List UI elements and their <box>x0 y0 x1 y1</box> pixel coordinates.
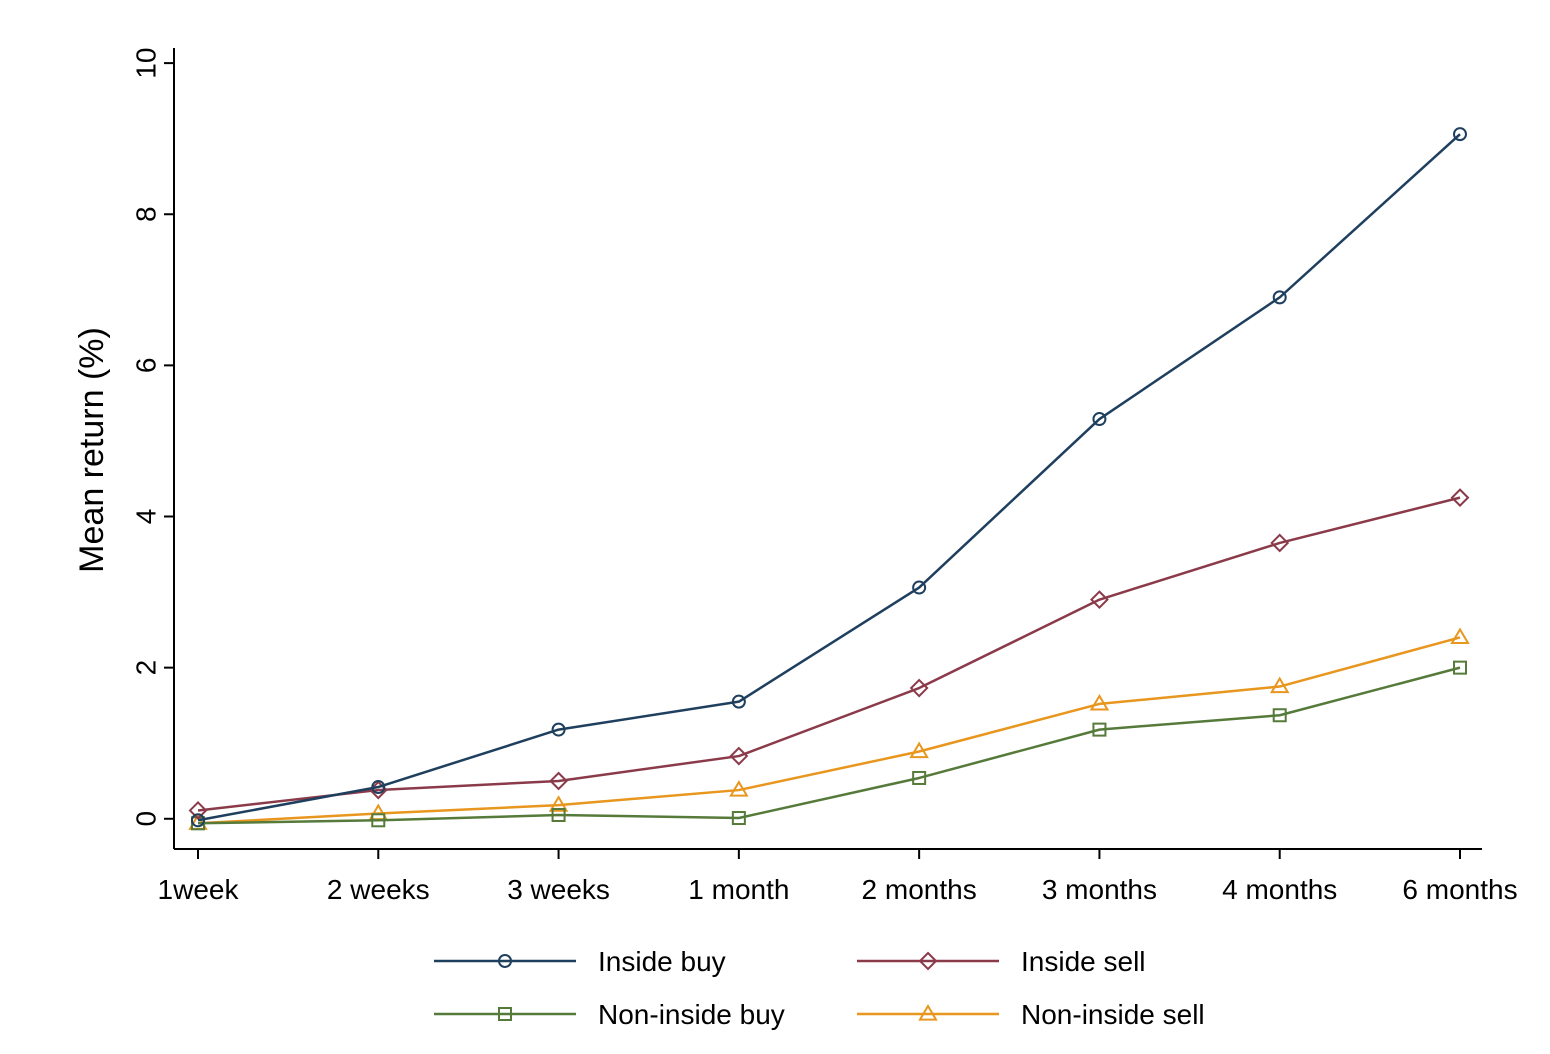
data-point-marker <box>1272 708 1287 723</box>
data-point-marker <box>1269 676 1290 694</box>
x-tick-label: 3 weeks <box>507 874 610 905</box>
series-line <box>197 133 1461 822</box>
y-tick-label: 4 <box>131 509 162 525</box>
data-point-marker <box>548 795 569 812</box>
series-line <box>197 636 1461 825</box>
data-point-marker <box>731 694 746 709</box>
legend-label: Inside buy <box>598 946 726 977</box>
data-point-marker <box>191 813 205 828</box>
x-tick-label: 6 months <box>1402 874 1517 905</box>
data-point-marker <box>188 801 208 820</box>
y-axis-title: Mean return (%) <box>73 327 111 573</box>
legend-item: Inside buy <box>434 946 726 977</box>
legend: Inside buy Inside sell Non-inside buy Non-i… <box>434 946 1205 1030</box>
legend-marker <box>918 951 938 971</box>
data-point-marker <box>1090 590 1109 610</box>
x-tick-label: 2 months <box>862 874 977 905</box>
legend-label: Non-inside sell <box>1021 999 1205 1030</box>
data-point-marker <box>1270 533 1290 553</box>
axes <box>173 48 1482 850</box>
data-point-marker <box>371 813 386 828</box>
y-tick-label: 2 <box>131 660 162 676</box>
data-point-marker <box>549 771 568 791</box>
y-tick-label: 6 <box>131 358 162 374</box>
data-point-marker <box>1092 412 1107 427</box>
data-point-marker <box>1450 488 1470 508</box>
data-point-marker <box>729 780 749 797</box>
series-inside-buy <box>191 127 1467 828</box>
legend-marker <box>498 954 512 968</box>
data-point-marker <box>731 811 746 826</box>
data-point-marker <box>912 580 927 595</box>
data-point-marker <box>1453 127 1467 142</box>
data-point-marker <box>1453 660 1467 675</box>
y-tick-label: 0 <box>131 811 162 827</box>
legend-marker <box>498 1007 512 1021</box>
legend-label: Inside sell <box>1021 946 1146 977</box>
y-tick-label: 10 <box>131 48 162 79</box>
data-point-marker <box>551 807 566 822</box>
data-point-marker <box>909 741 929 759</box>
data-point-marker <box>909 678 929 698</box>
data-point-marker <box>912 770 927 785</box>
x-tick-label: 1week <box>158 874 240 905</box>
y-ticks: 0 2 4 6 8 10 <box>131 48 174 827</box>
series-line <box>197 666 1461 825</box>
x-ticks: 1week 2 weeks 3 weeks 1 month 2 months 3 mont… <box>158 849 1518 905</box>
series-line <box>197 496 1461 812</box>
series-layer <box>188 127 1470 831</box>
legend-item: Non-inside sell <box>857 999 1205 1030</box>
legend-label: Non-inside buy <box>598 999 785 1030</box>
series-inside-sell <box>188 488 1470 820</box>
data-point-marker <box>1450 627 1470 645</box>
x-tick-label: 4 months <box>1222 874 1337 905</box>
legend-marker <box>918 1004 938 1021</box>
data-point-marker <box>371 780 386 795</box>
data-point-marker <box>1092 722 1107 737</box>
x-tick-label: 2 weeks <box>327 874 430 905</box>
data-point-marker <box>1089 693 1110 711</box>
legend-item: Non-inside buy <box>434 999 785 1030</box>
y-tick-label: 8 <box>131 206 162 222</box>
x-tick-label: 3 months <box>1042 874 1157 905</box>
x-tick-label: 1 month <box>688 874 789 905</box>
data-point-marker <box>551 722 566 737</box>
legend-item: Inside sell <box>857 946 1146 977</box>
data-point-marker <box>1272 290 1287 305</box>
data-point-marker <box>729 746 749 766</box>
